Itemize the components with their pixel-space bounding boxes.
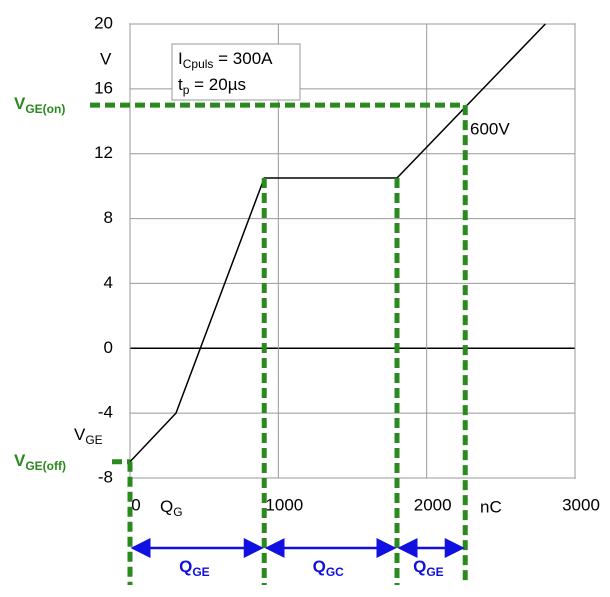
curve-label: 600V xyxy=(470,119,510,138)
y-tick-label: -8 xyxy=(98,467,113,486)
label-sub: p xyxy=(183,83,190,97)
span-label: QGE xyxy=(179,557,210,579)
x-unit: nC xyxy=(480,497,502,516)
level-label: VGE(off) xyxy=(14,451,66,473)
label-main: Q xyxy=(179,557,192,576)
label-main: V xyxy=(14,451,26,470)
span-label: QGE xyxy=(413,557,444,579)
label-main: V xyxy=(74,425,86,444)
label-sub: GE xyxy=(192,565,209,579)
label-main: Q xyxy=(413,557,426,576)
y-axis-label: VGE xyxy=(74,425,103,447)
y-tick-label: 0 xyxy=(104,338,113,357)
span-label: QGC xyxy=(313,557,345,579)
x-tick-label: 0 xyxy=(131,495,140,514)
label-sub: GE(off) xyxy=(25,459,66,473)
x-tick-label: 1000 xyxy=(265,495,303,514)
label-main: I xyxy=(178,49,183,68)
x-tick-label: 3000 xyxy=(562,495,600,514)
condition: ICpuls = 300A xyxy=(178,49,273,71)
x-axis-label: QG xyxy=(160,497,183,519)
label-main: Q xyxy=(313,557,326,576)
condition: tp = 20µs xyxy=(178,75,246,97)
y-tick-label: 12 xyxy=(94,143,113,162)
y-tick-label: -4 xyxy=(98,403,113,422)
label-main: t xyxy=(178,75,183,94)
y-tick-label: 4 xyxy=(104,273,113,292)
y-tick-label: 8 xyxy=(104,208,113,227)
label-sub: G xyxy=(173,505,182,519)
label-sub: GE xyxy=(426,565,443,579)
label-main: Q xyxy=(160,497,173,516)
label-main: V xyxy=(14,95,26,114)
label-sub: Cpuls xyxy=(183,57,214,71)
condition-box xyxy=(171,43,301,101)
label-sub: GE xyxy=(85,433,102,447)
label-sub: GC xyxy=(326,565,344,579)
label-sub: GE(on) xyxy=(25,102,65,116)
level-label: VGE(on) xyxy=(14,95,65,117)
y-unit: V xyxy=(100,49,112,68)
label-rest: = 20µs xyxy=(189,75,246,94)
label-rest: = 300A xyxy=(213,49,273,68)
y-tick-label: 20 xyxy=(94,13,113,32)
y-tick-label: 16 xyxy=(94,78,113,97)
x-tick-label: 2000 xyxy=(414,495,452,514)
curve-label-bg xyxy=(466,118,518,142)
